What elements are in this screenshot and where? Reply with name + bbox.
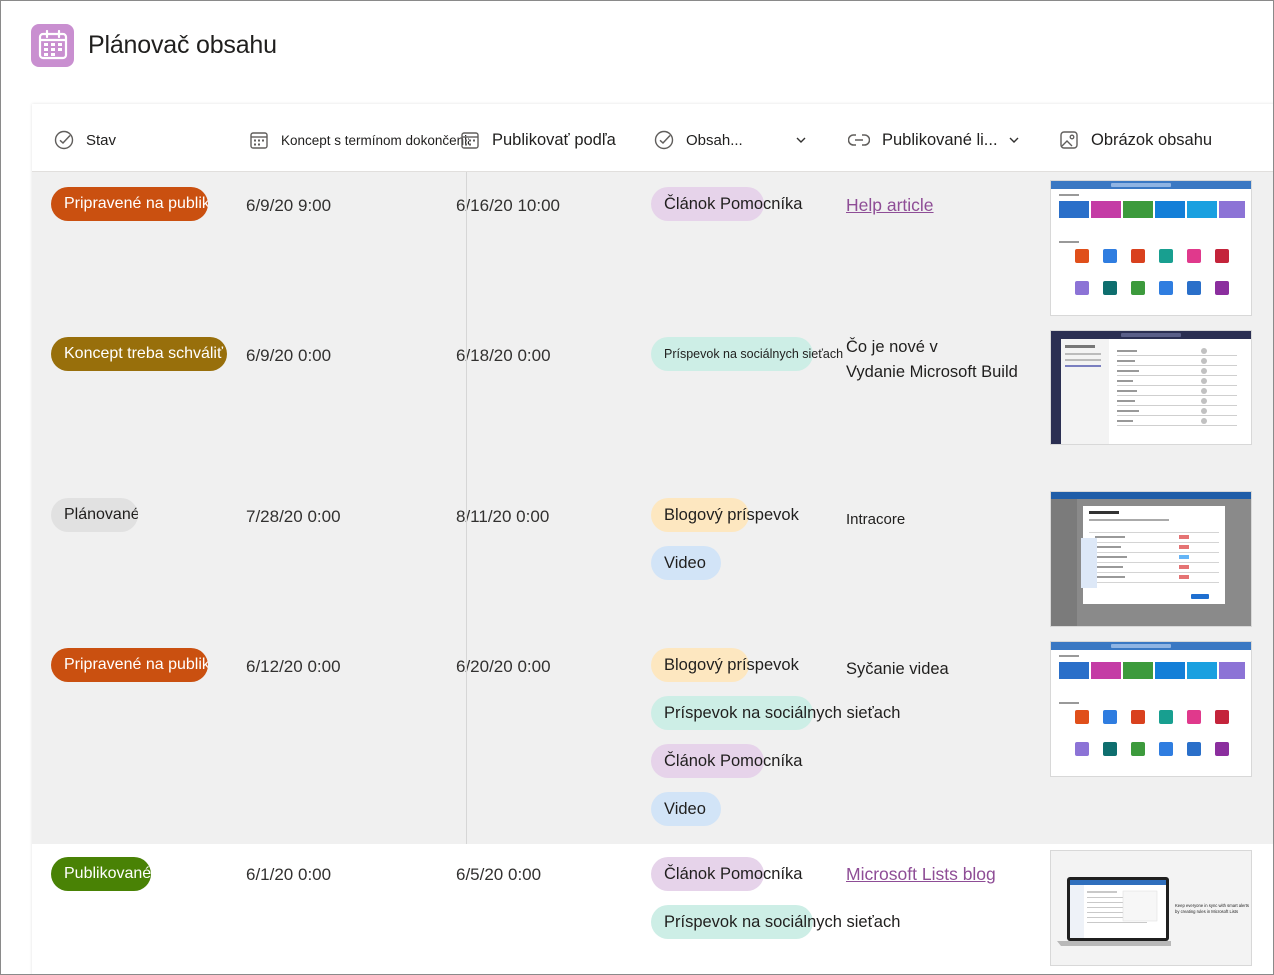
column-header-label: Publikované li... (882, 130, 998, 149)
publish-by-value: 6/20/20 0:00 (456, 657, 551, 676)
column-header-label: Stav (86, 131, 117, 149)
column-header-label: Publikovať podľa (492, 130, 616, 149)
image-icon (1060, 131, 1078, 149)
table-row[interactable]: Pripravené na publikovanie 6/12/20 0:00 … (32, 633, 1273, 844)
column-header-publish-by[interactable]: Publikovať podľa (460, 128, 616, 152)
column-header-content[interactable]: Obsah... (654, 128, 807, 152)
content-tag: Príspevok na sociálnych sieťach (651, 696, 900, 730)
content-tag: Článok Pomocníka (651, 744, 803, 778)
content-tag: Blogový príspevok (651, 498, 799, 532)
content-tag: Video (651, 546, 721, 580)
chevron-down-icon[interactable] (1008, 134, 1020, 146)
table-row[interactable]: Pripravené na publikovanie 6/9/20 9:00 6… (32, 172, 1273, 322)
content-tag: Blogový príspevok (651, 648, 799, 682)
published-link-line: Vydanie Microsoft Build (846, 363, 1018, 381)
status-check-icon (654, 130, 674, 150)
column-header-status[interactable]: Stav (54, 128, 116, 152)
table-row[interactable]: Koncept treba schváliť 6/9/20 0:00 6/18/… (32, 322, 1273, 483)
content-thumbnail[interactable] (1050, 330, 1252, 445)
content-thumbnail[interactable] (1050, 180, 1252, 316)
column-header-published-link[interactable]: Publikované li... (848, 128, 1020, 152)
column-header-content-image[interactable]: Obrázok obsahu (1059, 128, 1212, 152)
table-row[interactable]: Plánované 7/28/20 0:00 8/11/20 0:00 Blog… (32, 483, 1273, 633)
column-header-label: Obrázok obsahu (1091, 130, 1213, 149)
status-check-icon (54, 130, 74, 150)
status-badge: Plánované (51, 498, 138, 532)
status-badge: Koncept treba schváliť (51, 337, 227, 371)
calendar-icon (461, 132, 479, 149)
publish-by-value: 6/18/20 0:00 (456, 346, 551, 365)
app-header: Plánovač obsahu (31, 23, 277, 67)
thumbnail-caption: Keep everyone in sync with smart alerts … (1175, 903, 1250, 914)
app-title: Plánovač obsahu (88, 30, 277, 59)
published-link[interactable]: Čo je nové v Vydanie Microsoft Build (846, 335, 1018, 384)
content-tag: Video (651, 792, 721, 826)
chevron-down-icon[interactable] (795, 134, 807, 146)
content-thumbnail[interactable] (1050, 641, 1252, 777)
calendar-icon (31, 23, 74, 67)
column-header-label: Obsah... (686, 131, 743, 149)
calendar-icon (250, 132, 268, 149)
column-header-label: Koncept s termínom dokončenia (281, 132, 469, 148)
content-thumbnail[interactable]: Keep everyone in sync with smart alerts … (1050, 850, 1252, 966)
content-list: Stav Koncept s termínom dokončenia Publi… (32, 104, 1273, 974)
status-badge: Pripravené na publikovanie (51, 187, 208, 221)
draft-due-value: 6/1/20 0:00 (246, 865, 332, 884)
column-header-row: Stav Koncept s termínom dokončenia Publi… (32, 104, 1273, 172)
published-link-line: Čo je nové v (846, 338, 938, 356)
link-icon (848, 134, 870, 146)
publish-by-value: 6/16/20 10:00 (456, 196, 560, 215)
status-badge: Publikované (51, 857, 151, 891)
draft-due-value: 6/12/20 0:00 (246, 657, 341, 676)
published-link[interactable]: Syčanie videa (846, 660, 949, 678)
published-link[interactable]: Help article (846, 195, 934, 215)
content-tag: Článok Pomocníka (651, 187, 803, 221)
published-link[interactable]: Intracore (846, 511, 906, 528)
column-header-draft-due[interactable]: Koncept s termínom dokončenia (249, 128, 469, 152)
table-row[interactable]: Publikované 6/1/20 0:00 6/5/20 0:00 Člán… (32, 844, 1273, 974)
publish-by-value: 8/11/20 0:00 (456, 507, 550, 526)
status-badge: Pripravené na publikovanie (51, 648, 208, 682)
published-link[interactable]: Microsoft Lists blog (846, 864, 996, 884)
content-tag: Príspevok na sociálnych sieťach (651, 337, 843, 371)
draft-due-value: 6/9/20 0:00 (246, 346, 332, 365)
column-divider[interactable] (466, 172, 467, 844)
content-tag: Článok Pomocníka (651, 857, 803, 891)
publish-by-value: 6/5/20 0:00 (456, 865, 542, 884)
content-thumbnail[interactable] (1050, 491, 1252, 627)
draft-due-value: 7/28/20 0:00 (246, 507, 341, 526)
draft-due-value: 6/9/20 9:00 (246, 196, 332, 215)
content-tag: Príspevok na sociálnych sieťach (651, 905, 900, 939)
